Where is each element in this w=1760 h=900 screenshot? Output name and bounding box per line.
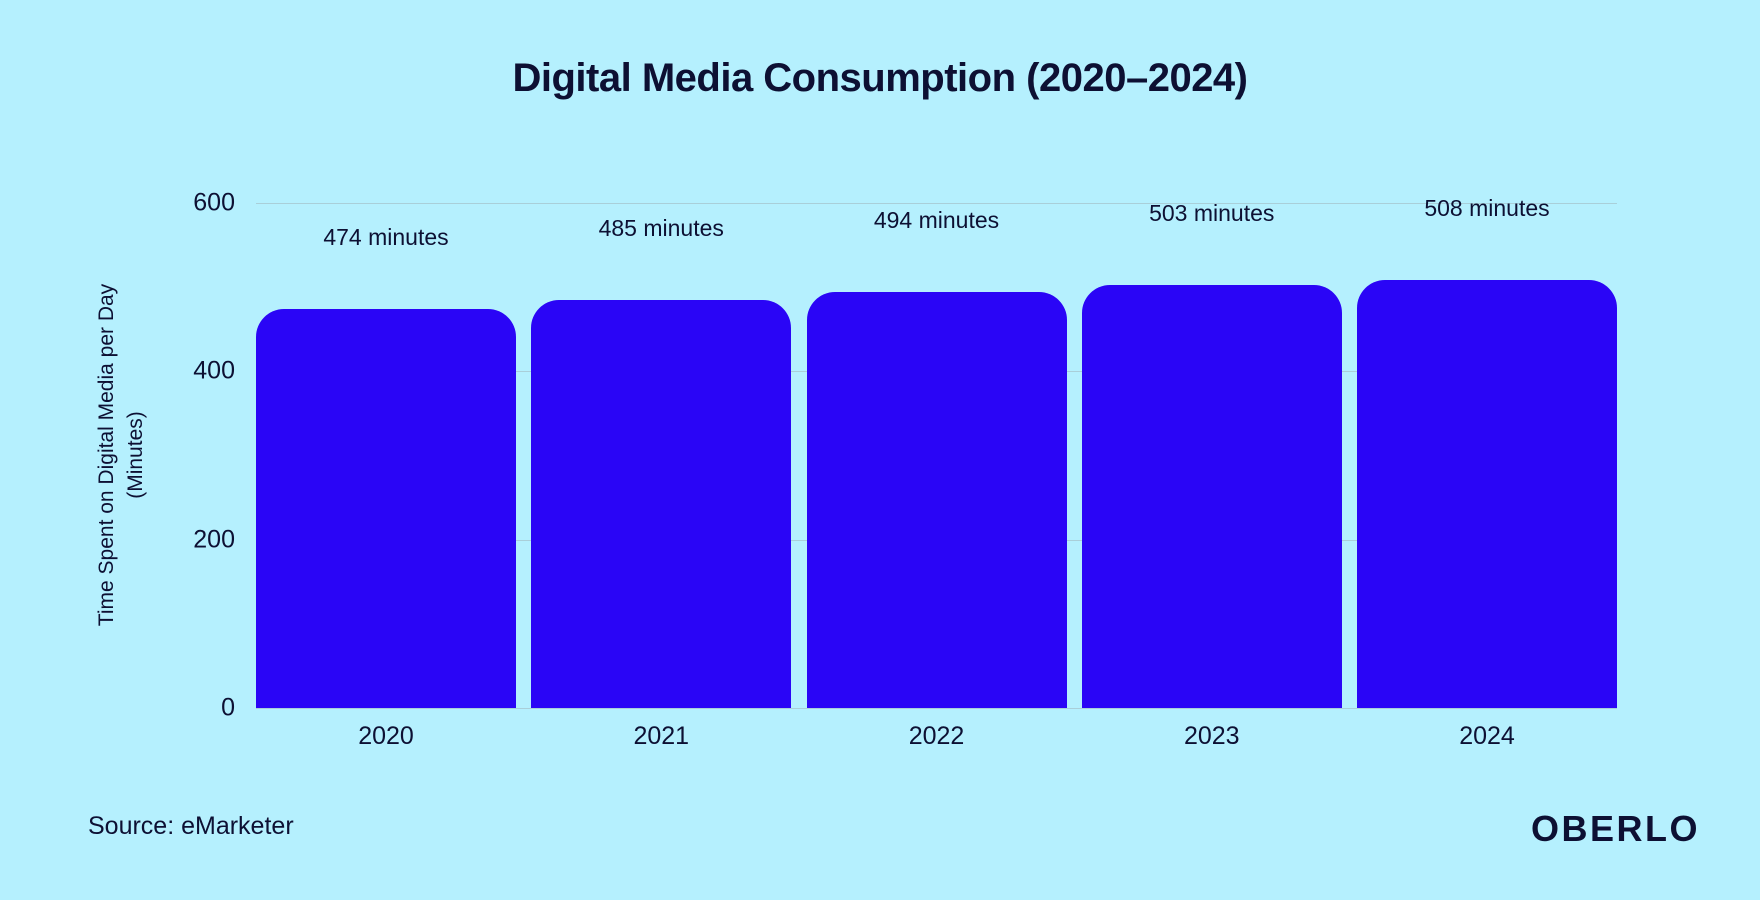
- gridline-600: [256, 203, 1617, 204]
- bar-value-label-2022: 494 minutes: [873, 207, 1000, 234]
- bar-value-label-2020: 474 minutes: [323, 224, 449, 251]
- y-axis-title-line1: Time Spent on Digital Media per Day: [95, 283, 119, 627]
- bar-group-2022: 494 minutes 2022: [806, 203, 1067, 750]
- bar-group-2024: 508 minutes 2024: [1357, 196, 1617, 750]
- y-axis-title-line2: (Minutes): [124, 411, 147, 499]
- bar-value-label-2024: 508 minutes: [1424, 195, 1550, 222]
- bar-group-2020: 474 minutes 2020: [256, 203, 516, 750]
- bar-value-label-2023: 503 minutes: [1149, 199, 1275, 226]
- bar-2024: [1357, 280, 1617, 708]
- source-note: Source: eMarketer: [88, 812, 294, 840]
- bar-group-2021: 485 minutes 2021: [531, 203, 792, 750]
- y-tick-label-400: 400: [193, 356, 235, 385]
- gridline-0: [256, 708, 1617, 709]
- x-tick-label-2022: 2022: [908, 722, 965, 750]
- bar-2023: [1081, 284, 1342, 708]
- x-tick-label-2020: 2020: [358, 722, 414, 750]
- y-axis-title: Time Spent on Digital Media per Day (Min…: [93, 284, 151, 626]
- bar-2020: [256, 309, 516, 708]
- x-tick-label-2023: 2023: [1183, 722, 1240, 750]
- bar-2022: [806, 292, 1067, 708]
- y-tick-label-200: 200: [193, 525, 235, 554]
- bar-group-2023: 503 minutes 2023: [1081, 199, 1342, 750]
- bar-2021: [531, 299, 792, 708]
- bar-value-label-2021: 485 minutes: [598, 214, 724, 241]
- chart-title: Digital Media Consumption (2020–2024): [512, 56, 1248, 100]
- x-tick-label-2021: 2021: [633, 722, 690, 750]
- y-tick-label-600: 600: [193, 188, 235, 217]
- y-tick-label-0: 0: [221, 693, 235, 722]
- plot-area: 474 minutes 2020 485 minutes 2021 494 minute…: [256, 196, 1617, 750]
- brand-logo: OBERLO: [1530, 808, 1700, 849]
- x-tick-label-2024: 2024: [1459, 722, 1515, 750]
